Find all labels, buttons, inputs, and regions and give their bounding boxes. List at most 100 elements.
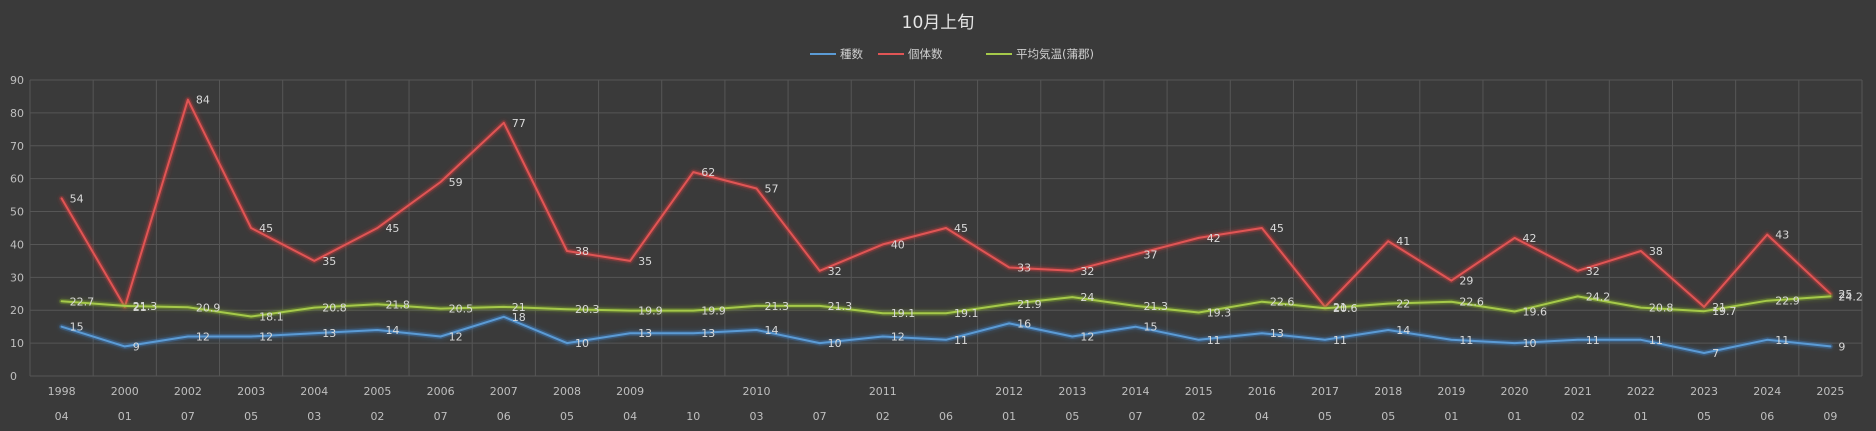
y-tick-label: 40 [10,238,24,251]
series-lines [59,97,1833,356]
data-label: 13 [322,327,336,340]
data-label: 21 [512,301,526,314]
x-tick-month: 06 [497,410,511,423]
x-tick-year: 2019 [1437,385,1465,398]
data-label: 20.9 [196,301,221,314]
data-label: 18 [512,311,526,324]
x-tick-year: 2003 [237,385,265,398]
series-line-1 [60,98,1832,308]
data-label: 32 [1080,265,1094,278]
data-label: 37 [1144,248,1158,261]
data-label: 32 [1586,265,1600,278]
data-label: 42 [1207,232,1221,245]
x-tick-year: 1998 [48,385,76,398]
data-label: 13 [701,327,715,340]
data-label: 21.3 [133,300,158,313]
x-tick-month: 05 [1065,410,1079,423]
data-label: 10 [575,337,589,350]
x-tick-year: 2018 [1374,385,1402,398]
data-label: 19.1 [891,307,916,320]
data-label: 21.3 [828,300,853,313]
series-line-2 [60,295,1832,318]
data-label: 24 [1080,291,1094,304]
y-tick-label: 70 [10,140,24,153]
data-label: 19.6 [1523,306,1548,319]
data-label: 45 [954,222,968,235]
x-tick-month: 05 [1697,410,1711,423]
data-label: 21.3 [1144,300,1169,313]
data-label: 33 [1017,261,1031,274]
data-label: 38 [575,245,589,258]
x-tick-month: 04 [1255,410,1269,423]
y-tick-label: 80 [10,107,24,120]
y-axis-ticks: 0 10 20 30 40 50 60 70 80 90 [10,74,24,383]
data-label: 19.7 [1712,305,1737,318]
data-label: 21 [1712,301,1726,314]
x-tick-month: 01 [1444,410,1458,423]
data-label: 13 [638,327,652,340]
legend: 種数 個体数 平均気温(蒲郡) [810,47,1094,61]
data-label: 20.3 [575,303,600,316]
x-tick-year: 2015 [1185,385,1213,398]
x-axis-ticks: 1998 04 2000 01 2002 07 2003 05 2004 03 2005 02 2006… [48,385,1845,423]
data-label: 11 [1333,334,1347,347]
data-label: 41 [1396,235,1410,248]
x-tick-year: 2022 [1627,385,1655,398]
y-tick-label: 10 [10,337,24,350]
data-label: 40 [891,238,905,251]
x-tick-month: 01 [118,410,132,423]
data-label: 29 [1459,275,1473,288]
x-tick-year: 2012 [995,385,1023,398]
x-tick-month: 01 [1002,410,1016,423]
x-tick-year: 2010 [742,385,770,398]
legend-label: 種数 [840,47,863,61]
data-label: 7 [1712,347,1719,360]
y-tick-label: 60 [10,173,24,186]
data-label: 24.2 [1586,290,1611,303]
x-tick-month: 02 [876,410,890,423]
x-tick-year: 2024 [1753,385,1781,398]
data-label: 11 [1586,334,1600,347]
data-label: 14 [764,324,778,337]
data-label: 20.6 [1333,302,1358,315]
x-tick-year: 2014 [1122,385,1150,398]
x-tick-year: 2008 [553,385,581,398]
x-tick-year: 2013 [1058,385,1086,398]
x-tick-year: 2020 [1501,385,1529,398]
data-label: 9 [133,340,140,353]
data-label: 35 [322,255,336,268]
x-tick-year: 2009 [616,385,644,398]
data-label: 11 [1775,334,1789,347]
data-label: 22.9 [1775,295,1800,308]
data-label: 45 [1270,222,1284,235]
data-label: 22.6 [1270,296,1295,309]
x-tick-month: 04 [55,410,69,423]
x-tick-month: 10 [686,410,700,423]
x-tick-year: 2005 [363,385,391,398]
y-tick-label: 90 [10,74,24,87]
x-tick-month: 03 [307,410,321,423]
x-tick-month: 06 [939,410,953,423]
data-label: 13 [1270,327,1284,340]
x-tick-year: 2016 [1248,385,1276,398]
x-tick-month: 06 [1760,410,1774,423]
x-tick-year: 2011 [869,385,897,398]
data-label: 20.8 [1649,302,1674,315]
data-label: 62 [701,166,715,179]
data-label: 11 [1207,334,1221,347]
data-label: 11 [1459,334,1473,347]
data-label: 11 [1649,334,1663,347]
data-label: 14 [1396,324,1410,337]
data-label: 22.6 [1459,296,1484,309]
x-tick-month: 03 [749,410,763,423]
x-tick-year: 2021 [1564,385,1592,398]
data-label: 54 [70,192,84,205]
data-label: 15 [70,321,84,334]
x-tick-month: 05 [1318,410,1332,423]
x-tick-month: 05 [244,410,258,423]
chart-title: 10月上旬 [902,13,975,33]
x-tick-year: 2004 [300,385,328,398]
data-label: 35 [638,255,652,268]
